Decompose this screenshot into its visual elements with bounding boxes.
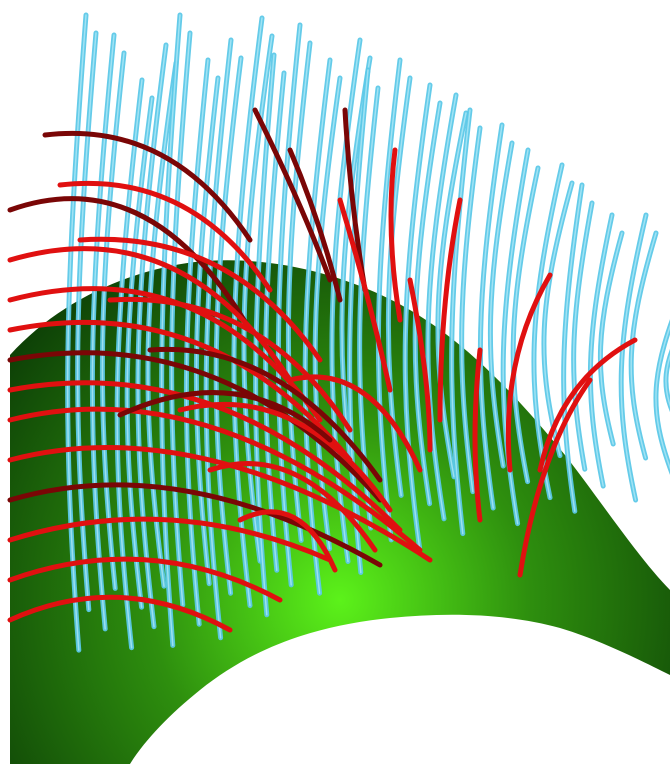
blue-fiber-highlight — [620, 214, 647, 501]
red-fiber — [7, 594, 233, 633]
red-fiber — [537, 337, 638, 473]
blue-fiber-highlight — [543, 182, 573, 457]
blue-fiber-highlight — [572, 202, 593, 470]
blue-fiber-highlight — [185, 59, 209, 625]
blue-fiber-highlight — [304, 59, 331, 594]
blue-fiber-highlight — [358, 87, 379, 529]
red-fiber — [388, 147, 403, 323]
blue-fiber-highlight — [277, 24, 301, 586]
blue-fiber-highlight — [147, 62, 177, 587]
blue-fiber-highlight — [562, 184, 583, 512]
blue-fiber-highlight — [101, 52, 125, 590]
blue-fiber-highlight — [489, 142, 513, 467]
blue-fiber-highlight — [630, 232, 657, 459]
red-fiber — [7, 516, 333, 563]
red-fiber — [57, 180, 273, 293]
blue-fiber-highlight — [502, 149, 529, 525]
blue-fiber-highlight — [589, 214, 613, 487]
red-fiber — [287, 374, 423, 473]
blue-fiber-highlight — [205, 39, 232, 639]
blue-fiber-highlight — [126, 97, 153, 608]
blue-fiber-highlight — [460, 127, 481, 493]
red-fiber — [147, 346, 383, 483]
red-fiber — [407, 277, 433, 453]
red-fiber — [472, 347, 483, 523]
blue-fiber-highlight — [665, 354, 670, 407]
red-fiber — [7, 350, 383, 503]
red-fiber — [337, 197, 393, 393]
blue-fiber-highlight — [512, 167, 539, 483]
red-fibers — [7, 107, 638, 633]
red-fiber — [7, 445, 433, 563]
red-fiber — [7, 319, 353, 463]
blue-fiber-highlight — [427, 94, 457, 520]
blue-fiber-highlight — [387, 77, 411, 497]
red-fiber — [437, 197, 463, 423]
red-fiber — [517, 377, 593, 578]
red-fiber — [287, 147, 343, 303]
red-fiber — [177, 401, 393, 513]
blue-fiber-highlight — [348, 69, 369, 574]
blue-fiber-highlight — [170, 32, 191, 606]
red-fiber — [42, 130, 253, 243]
red-fiber — [7, 482, 383, 568]
blue-fiber-highlight — [404, 84, 431, 549]
blue-fiber-highlight — [450, 109, 471, 535]
red-fiber — [77, 236, 323, 363]
blue-fiber-highlight — [314, 77, 341, 550]
blue-fiber-highlight — [160, 14, 181, 647]
red-fiber — [7, 406, 423, 553]
blue-fiber-highlight — [437, 112, 467, 478]
red-fiber — [237, 509, 338, 573]
red-fiber — [7, 556, 283, 603]
blue-fiber-highlight — [479, 124, 503, 509]
red-fiber — [252, 107, 333, 283]
red-fiber — [7, 196, 253, 333]
blue-fiber-highlight — [655, 324, 670, 470]
blue-fiber-highlight — [215, 57, 242, 594]
red-fiber — [505, 272, 553, 473]
red-fiber — [207, 461, 378, 553]
red-fiber — [107, 296, 353, 433]
blue-fiber-highlight — [377, 59, 401, 541]
blue-fiber-highlight — [599, 232, 623, 445]
red-fiber — [117, 390, 333, 443]
